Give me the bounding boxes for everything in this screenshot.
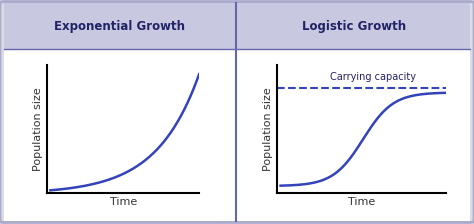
Text: Carrying capacity: Carrying capacity <box>330 72 416 82</box>
Y-axis label: Population size: Population size <box>33 87 43 171</box>
Text: Logistic Growth: Logistic Growth <box>302 20 407 33</box>
Bar <box>4 49 470 221</box>
X-axis label: Time: Time <box>109 197 137 207</box>
Y-axis label: Population size: Population size <box>263 87 273 171</box>
Text: Exponential Growth: Exponential Growth <box>54 20 185 33</box>
X-axis label: Time: Time <box>348 197 375 207</box>
Bar <box>4 3 470 49</box>
